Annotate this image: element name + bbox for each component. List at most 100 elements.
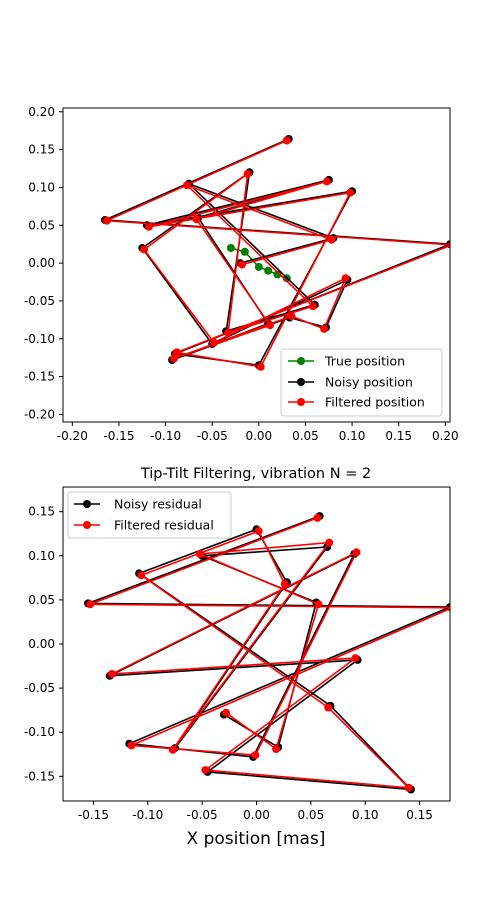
top-filtered-position-point [243, 169, 252, 178]
bottom-x-tick-label: -0.15 [78, 808, 109, 822]
top-x-tick-label: 0.20 [432, 429, 459, 443]
top-true-position-point [254, 262, 263, 271]
top-y-tick-label: -0.10 [24, 332, 55, 346]
top-y-tick-label: 0.10 [28, 180, 55, 194]
bottom-y-tick-label: 0.00 [28, 637, 55, 651]
top-x-tick-label: -0.05 [197, 429, 228, 443]
top-plot-frame [62, 107, 451, 423]
top-true-position-point [226, 244, 235, 252]
top-true-position-point [273, 270, 282, 279]
top-filtered-position-point [172, 348, 181, 357]
bottom-plot-legend: Noisy residual Filtered residual [67, 491, 232, 539]
top-filtered-position-point [322, 177, 331, 186]
bottom-y-tick-label: 0.10 [28, 549, 55, 563]
legend-filtered-residual-label: Filtered residual [114, 518, 214, 533]
top-filtered-position-point [447, 241, 450, 249]
legend-true-label: True position [324, 354, 405, 369]
bottom-filtered-residual-point [272, 745, 281, 753]
top-y-tick-label: -0.20 [24, 407, 55, 421]
bottom-x-tick-label: -0.05 [187, 808, 218, 822]
bottom-filtered-residual-point [168, 745, 177, 754]
bottom-filtered-residual-point [137, 571, 146, 580]
top-filtered-position-point [192, 215, 201, 224]
top-y-tick-label: -0.05 [24, 294, 55, 308]
bottom-filtered-residual-point [222, 708, 231, 717]
bottom-y-tick-label: -0.15 [24, 769, 55, 783]
bottom-filtered-residual-point [324, 703, 333, 712]
top-filtered-position-point [346, 188, 355, 197]
top-filtered-position-point [266, 321, 274, 330]
top-filtered-position-line [106, 139, 450, 368]
bottom-plot-data [84, 512, 450, 794]
top-filtered-position-point [287, 312, 296, 321]
bottom-y-tick-label: -0.10 [24, 725, 55, 739]
top-filtered-position-point [140, 245, 149, 254]
legend-filtered-marker [297, 398, 305, 406]
top-y-tick-label: 0.00 [28, 256, 55, 270]
top-x-tick-label: 0.10 [339, 429, 366, 443]
bottom-filtered-residual-point [404, 783, 413, 792]
top-filtered-position-point [144, 222, 153, 231]
bottom-y-tick-label: 0.05 [28, 593, 55, 607]
bottom-plot-ticks: -0.15 -0.10 -0.05 0.00 0.05 0.10 0.15 -0.15 -0.1… [24, 505, 433, 822]
bottom-legend-box [67, 491, 232, 539]
top-filtered-position-point [224, 328, 233, 337]
legend-noisy-residual-label: Noisy residual [114, 497, 202, 512]
bottom-filtered-residual-point [251, 751, 260, 760]
bottom-plot: Tip-Tilt Filtering, vibration N = 2 -0.1… [24, 466, 451, 849]
bottom-x-tick-label: 0.15 [406, 808, 433, 822]
top-y-tick-label: 0.20 [28, 105, 55, 119]
legend-filtered-label: Filtered position [325, 395, 425, 410]
bottom-filtered-residual-point [314, 600, 323, 609]
top-true-position-point [240, 247, 249, 256]
top-y-tick-label: -0.15 [24, 370, 55, 384]
bottom-filtered-residual-point [127, 741, 136, 750]
top-y-tick-label: 0.15 [28, 143, 55, 157]
bottom-filtered-residual-point [280, 580, 289, 588]
top-filtered-position-point [327, 235, 336, 244]
bottom-plot-xlabel: X position [mas] [187, 829, 326, 849]
top-plot-data [101, 135, 450, 371]
top-x-tick-label: -0.20 [57, 429, 88, 443]
top-filtered-position-point [282, 136, 291, 145]
top-plot: -0.20 -0.15 -0.10 -0.05 0.00 0.05 0.10 0.15 0.20… [24, 105, 459, 443]
legend-noisy-label: Noisy position [325, 375, 413, 390]
bottom-x-tick-label: 0.10 [352, 808, 379, 822]
top-filtered-position-point [320, 324, 329, 333]
top-true-position-point [264, 266, 273, 275]
bottom-filtered-residual-point [254, 527, 263, 536]
top-filtered-position-point [102, 216, 111, 225]
bottom-x-tick-label: -0.10 [132, 808, 163, 822]
legend-noisy-marker [297, 378, 305, 386]
top-x-tick-label: -0.15 [103, 429, 134, 443]
bottom-filtered-residual-point [325, 538, 334, 547]
top-filtered-position-point [210, 338, 219, 347]
top-legend-box [280, 348, 443, 417]
top-x-tick-label: 0.15 [385, 429, 412, 443]
top-filtered-position-point [308, 302, 317, 311]
legend-noisy-residual-marker [83, 500, 91, 508]
bottom-y-tick-label: -0.05 [24, 681, 55, 695]
legend-true-marker [297, 357, 305, 365]
top-y-tick-label: 0.05 [28, 218, 55, 232]
top-filtered-position-point [341, 274, 350, 283]
top-plot-ticks: -0.20 -0.15 -0.10 -0.05 0.00 0.05 0.10 0.15 0.20… [24, 105, 459, 443]
top-x-tick-label: 0.00 [245, 429, 272, 443]
bottom-filtered-residual-point [196, 550, 204, 558]
top-filtered-position-point [256, 362, 265, 371]
bottom-filtered-residual-point [201, 766, 210, 775]
bottom-filtered-residual-point [351, 654, 360, 663]
bottom-x-tick-label: 0.00 [243, 808, 270, 822]
top-filtered-position-point [238, 260, 246, 269]
bottom-filtered-residual-point [313, 513, 322, 522]
bottom-y-tick-label: 0.15 [28, 505, 55, 519]
bottom-x-tick-label: 0.05 [297, 808, 324, 822]
top-x-tick-label: 0.05 [292, 429, 319, 443]
bottom-filtered-residual-line [89, 517, 450, 789]
top-filtered-position-point [183, 181, 191, 190]
bottom-filtered-residual-point [352, 548, 361, 557]
legend-filtered-residual-marker [83, 521, 91, 529]
bottom-filtered-residual-point [107, 670, 116, 678]
